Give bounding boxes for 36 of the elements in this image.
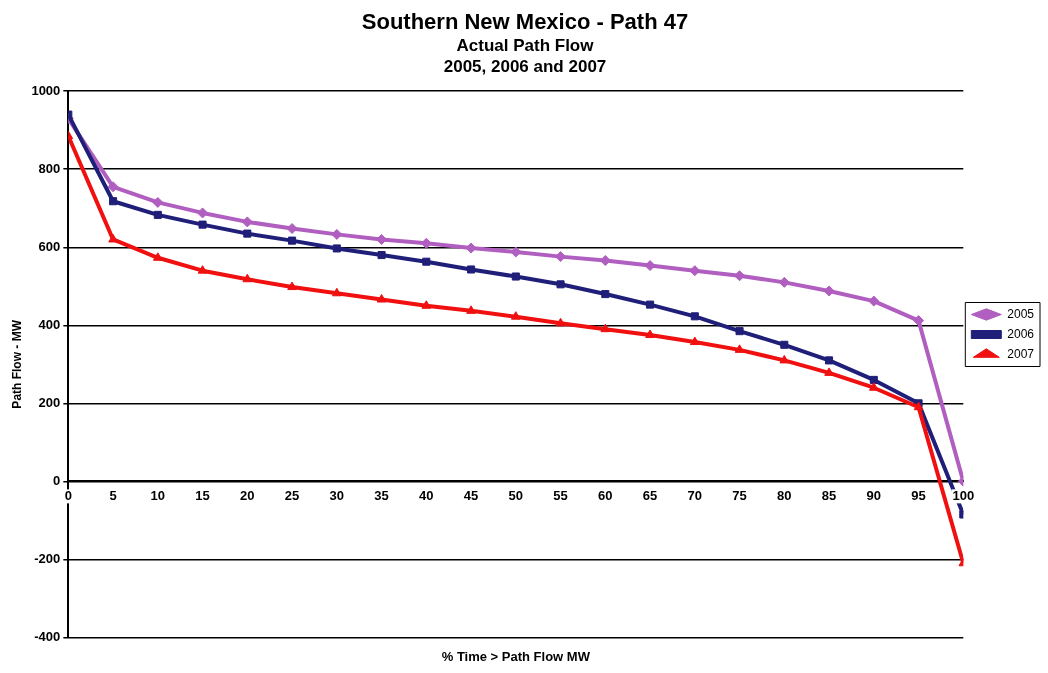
x-tick-label: 20	[240, 488, 255, 504]
x-tick-label: 60	[598, 488, 613, 504]
x-tick-label: 40	[419, 488, 434, 504]
y-tick-label: 0	[53, 472, 61, 488]
legend-label: 2005	[1007, 306, 1035, 321]
legend-label: 2006	[1007, 326, 1035, 341]
x-tick-label: 85	[821, 488, 837, 504]
x-tick-label: 90	[866, 488, 882, 504]
x-tick-label: 10	[150, 488, 166, 504]
y-tick-label: 800	[38, 160, 61, 176]
x-tick-label: 45	[463, 488, 479, 504]
y-tick-label: 200	[38, 394, 61, 410]
x-tick-label: 100	[952, 488, 975, 504]
x-tick-label: 80	[777, 488, 792, 504]
y-tick-label: -400	[34, 628, 61, 644]
y-axis-title: Path Flow - MW	[9, 319, 24, 409]
x-tick-label: 70	[687, 488, 703, 504]
x-tick-label: 95	[911, 488, 926, 504]
y-tick-label: 1000	[31, 82, 61, 98]
x-tick-label: 65	[642, 488, 658, 504]
x-tick-label: 15	[195, 488, 210, 504]
chart-subtitle: Actual Path Flow 2005, 2006 and 2007	[443, 36, 607, 76]
x-tick-label: 25	[284, 488, 300, 504]
y-tick-label: 600	[38, 238, 61, 254]
x-tick-label: 30	[329, 488, 345, 504]
x-tick-label: 55	[553, 488, 568, 504]
y-tick-label: -200	[34, 550, 61, 566]
legend-label: 2007	[1007, 346, 1035, 361]
x-tick-label: 35	[374, 488, 389, 504]
x-tick-label: 5	[109, 488, 117, 504]
x-tick-label: 0	[64, 488, 72, 504]
x-tick-label: 50	[508, 488, 524, 504]
x-axis-title: % Time > Path Flow MW	[441, 648, 591, 664]
chart-title: Southern New Mexico - Path 47	[361, 9, 689, 35]
x-tick-label: 75	[732, 488, 747, 504]
y-tick-label: 400	[38, 316, 61, 332]
